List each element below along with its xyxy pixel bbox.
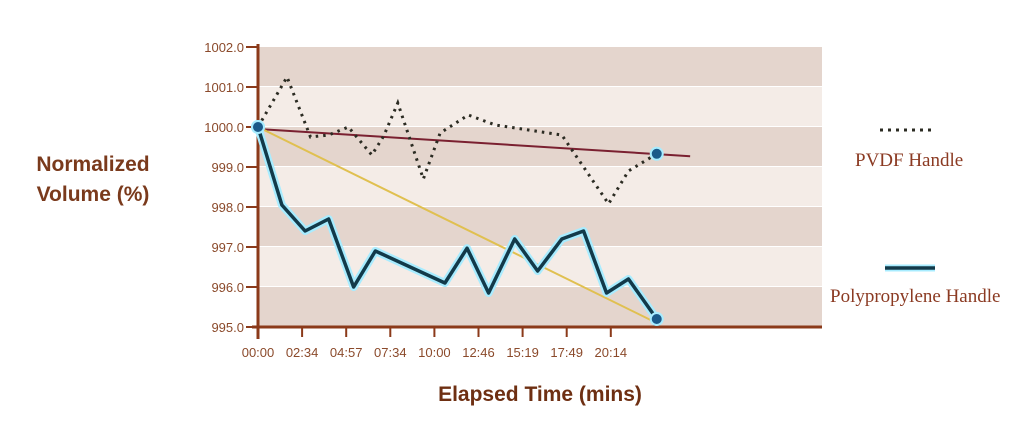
y-tick-label: 995.0 xyxy=(211,320,244,335)
trend-line-1 xyxy=(257,126,658,324)
x-tick-label: 20:14 xyxy=(595,345,628,360)
end-marker xyxy=(649,312,664,326)
y-tick-label: 1002.0 xyxy=(204,40,244,55)
y-tick-label: 996.0 xyxy=(211,280,244,295)
y-tick-label: 1000.0 xyxy=(204,120,244,135)
x-tick-label: 10:00 xyxy=(418,345,451,360)
legend-pvdf: PVDF Handle xyxy=(855,150,964,171)
x-tick-label: 12:46 xyxy=(462,345,495,360)
grid-band xyxy=(258,47,822,87)
legend-polypropylene: Polypropylene Handle xyxy=(830,286,1001,307)
start-marker xyxy=(251,120,265,134)
x-tick-label: 15:19 xyxy=(506,345,539,360)
grid-band xyxy=(258,287,822,327)
grid-band xyxy=(258,207,822,247)
x-tick-label: 04:57 xyxy=(330,345,363,360)
y-axis-label: Normalized Volume (%) xyxy=(36,153,150,206)
x-tick-label: 02:34 xyxy=(286,345,319,360)
y-tick-label: 999.0 xyxy=(211,160,244,175)
x-axis-label: Elapsed Time (mins) xyxy=(438,383,642,406)
legend-swatches xyxy=(880,128,935,272)
y-tick-label: 998.0 xyxy=(211,200,244,215)
series-line-polypropylene-handle xyxy=(256,126,659,321)
x-tick-label: 00:00 xyxy=(242,345,275,360)
x-tick-label: 17:49 xyxy=(550,345,583,360)
y-tick-label: 997.0 xyxy=(211,240,244,255)
grid-band xyxy=(258,167,822,207)
trend-line-0 xyxy=(257,128,691,158)
y-tick-label: 1001.0 xyxy=(204,80,244,95)
grid-band xyxy=(258,87,822,127)
end-marker xyxy=(649,146,664,161)
series-line-pvdf-handle xyxy=(256,73,658,207)
x-tick-label: 07:34 xyxy=(374,345,407,360)
